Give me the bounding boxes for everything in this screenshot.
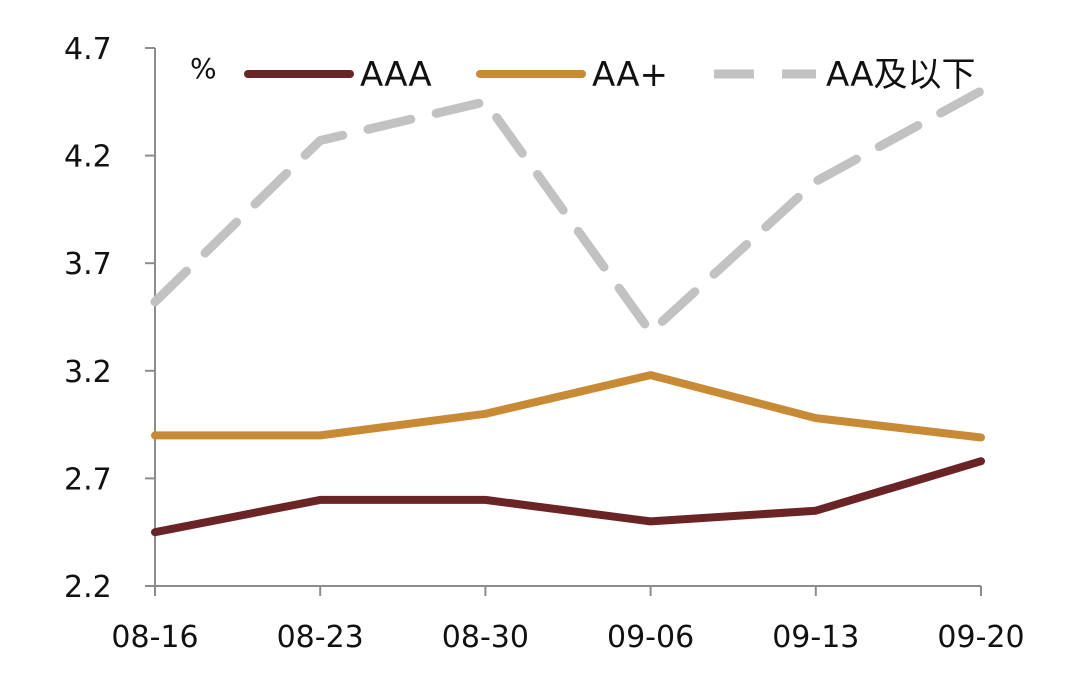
y-ticks: 4.7 4.2 3.7 3.2 2.7 2.2 [64, 32, 155, 605]
legend-label: AA及以下 [826, 55, 975, 95]
legend-item: AA及以下 [714, 55, 975, 95]
x-ticks: 08-16 08-23 08-30 09-06 09-13 09-20 [111, 586, 1025, 655]
series-line-AA+ [151, 371, 985, 442]
x-tick-label: 09-13 [772, 620, 859, 655]
y-tick-label: 3.7 [64, 247, 112, 282]
y-tick-label: 3.2 [64, 355, 112, 390]
y-tick-label: 2.2 [64, 570, 112, 605]
legend-item: AA+ [476, 55, 668, 95]
y-tick-label: 4.2 [64, 140, 112, 175]
legend: AAA AA+ AA及以下 [244, 55, 975, 95]
series-line-AAA [151, 457, 985, 537]
y-tick-label: 2.7 [64, 462, 112, 497]
series-line-AA及以下 [150, 86, 986, 337]
x-tick-label: 08-30 [442, 620, 529, 655]
legend-label: AAA [360, 55, 432, 95]
series-layer [150, 86, 986, 537]
x-tick-label: 08-23 [277, 620, 364, 655]
legend-item: AAA [244, 55, 432, 95]
x-tick-label: 08-16 [111, 620, 198, 655]
x-tick-label: 09-20 [937, 620, 1024, 655]
unit-label: % [190, 52, 217, 85]
legend-label: AA+ [592, 55, 668, 95]
y-tick-label: 4.7 [64, 32, 112, 67]
axes [154, 48, 981, 587]
x-tick-label: 09-06 [607, 620, 694, 655]
